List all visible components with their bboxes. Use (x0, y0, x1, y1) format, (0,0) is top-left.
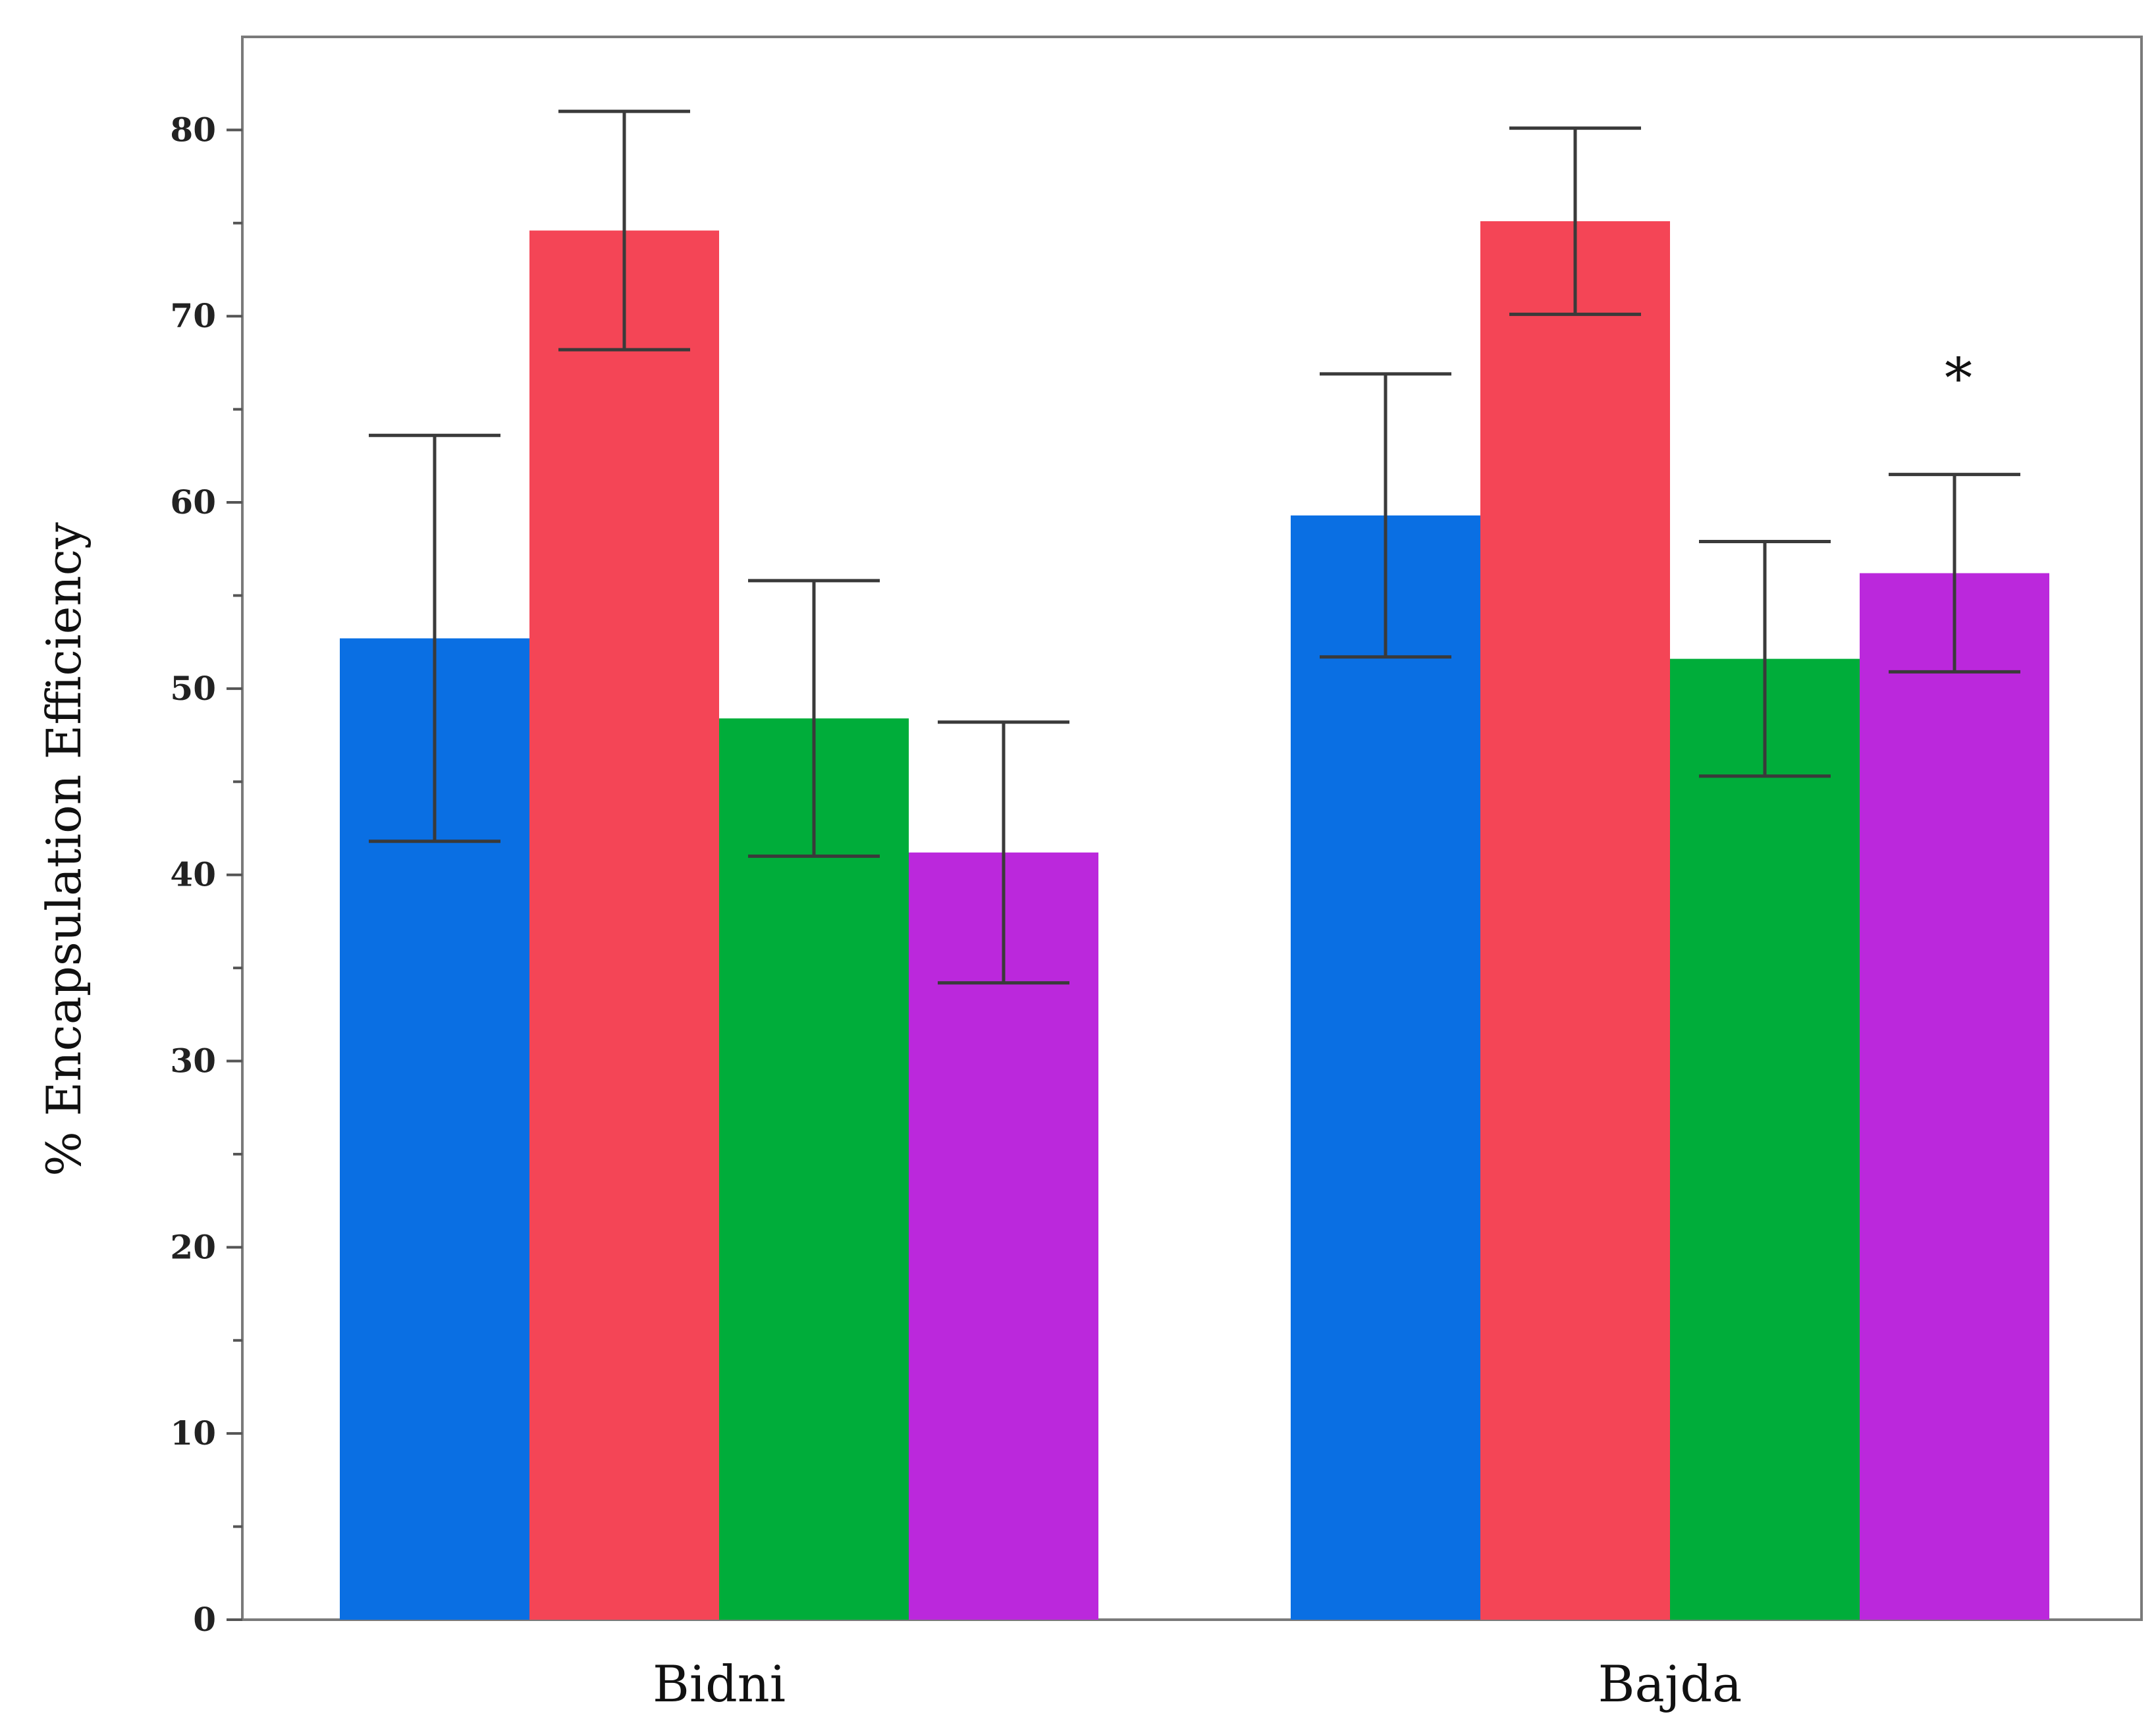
y-tick-label: 40 (170, 855, 216, 894)
category-label-bajda: Bajda (1598, 1655, 1742, 1713)
annotations: * (1945, 346, 1972, 410)
error-bar-bidni-series-4 (938, 720, 1069, 985)
error-bar-bajda-series-1 (1320, 372, 1451, 659)
bar-bidni-series-2 (529, 230, 719, 1620)
y-axis-ticks: 0 10 20 30 40 50 60 70 80 (170, 110, 242, 1639)
error-bar-bajda-series-4 (1889, 473, 2020, 674)
y-axis-title: % Encapsulation Efficiency (36, 522, 92, 1177)
error-bar-bidni-series-1 (369, 433, 500, 843)
y-tick-label: 30 (170, 1042, 216, 1080)
bar-bajda-series-3 (1670, 658, 1860, 1620)
category-label-bidni: Bidni (653, 1655, 786, 1713)
y-tick-label: 20 (170, 1227, 216, 1266)
y-tick-label: 70 (170, 296, 216, 335)
y-tick-label: 10 (170, 1414, 216, 1452)
bar-bidni-series-3 (719, 718, 909, 1620)
y-tick-label: 60 (170, 483, 216, 521)
error-bar-bidni-series-2 (558, 109, 690, 352)
plot-frame (241, 36, 2143, 1621)
error-bars (369, 109, 2020, 985)
bar-bajda-series-4 (1860, 573, 2049, 1620)
bar-bajda-series-2 (1480, 221, 1670, 1620)
y-tick-label: 0 (193, 1600, 216, 1639)
error-bar-bajda-series-2 (1509, 126, 1641, 316)
error-bar-bidni-series-3 (748, 579, 880, 858)
significance-asterisk: * (1945, 346, 1972, 410)
y-tick-label: 80 (170, 110, 216, 149)
y-tick-label: 50 (170, 669, 216, 708)
bar-bajda-series-1 (1291, 515, 1480, 1620)
bars (340, 221, 2049, 1620)
error-bar-bajda-series-3 (1699, 539, 1831, 778)
x-axis-category-labels: Bidni Bajda (653, 1655, 1742, 1713)
